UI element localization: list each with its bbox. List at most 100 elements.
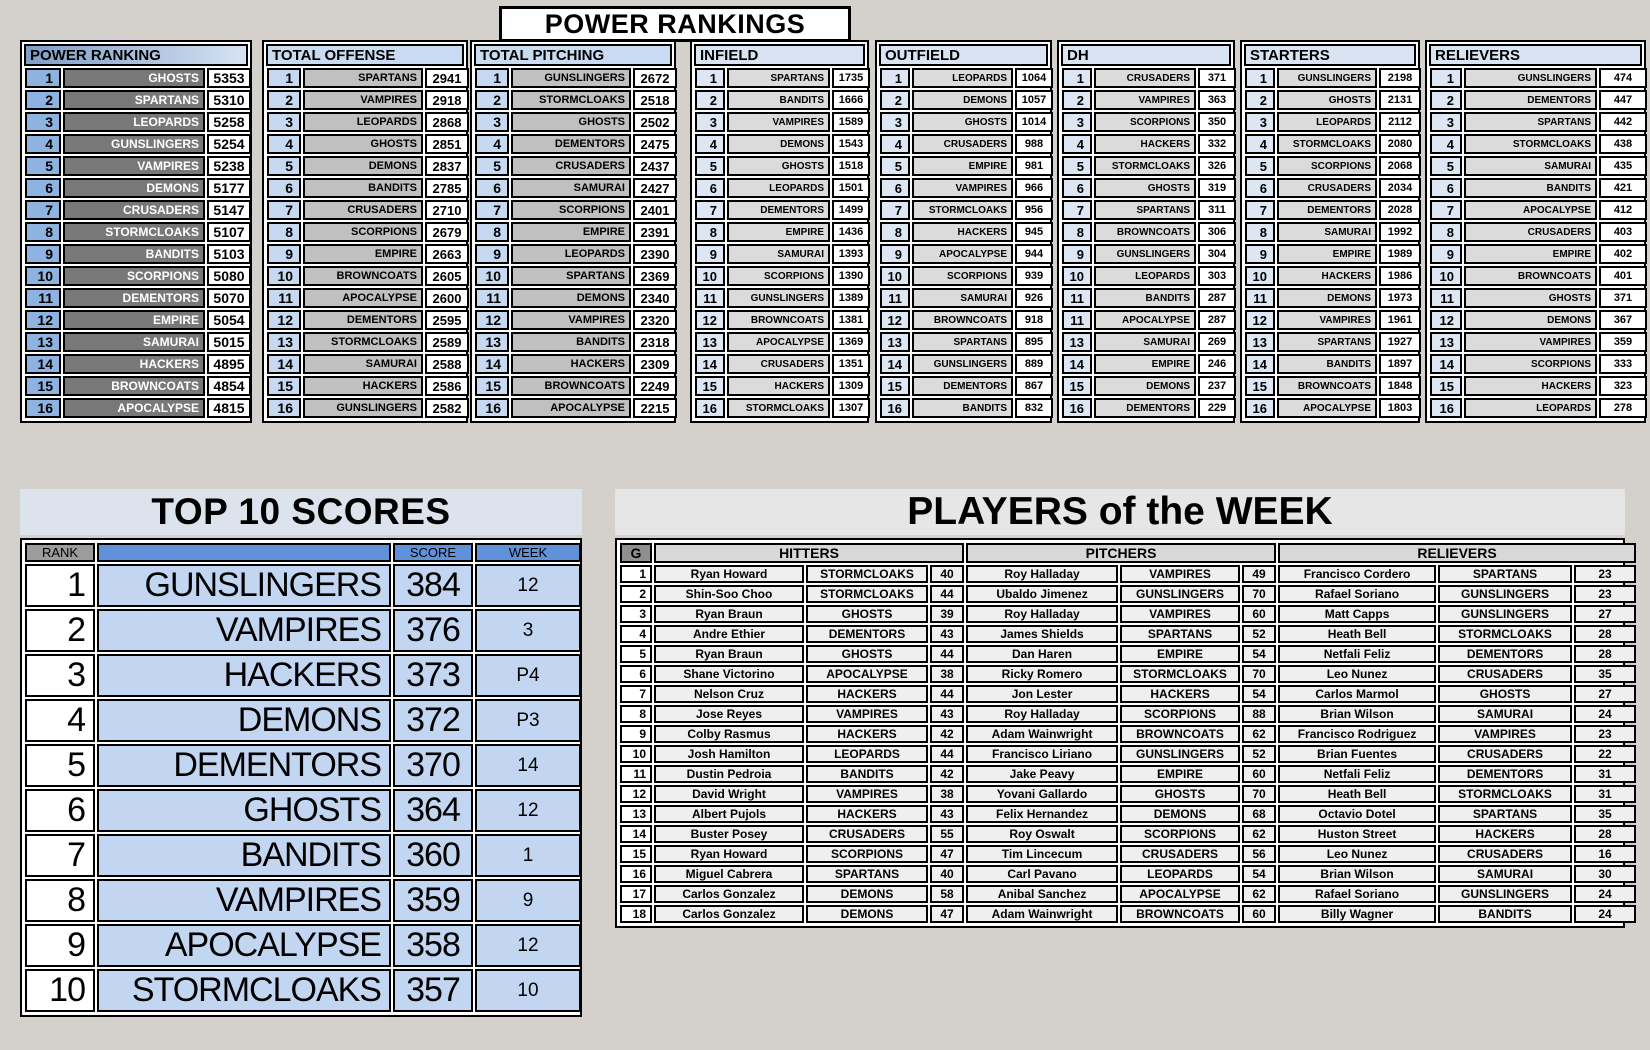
rank-cell[interactable]: 6 — [1062, 178, 1092, 198]
value-cell[interactable]: 287 — [1198, 310, 1236, 330]
rank-cell[interactable]: 9 — [620, 725, 652, 743]
rank-cell[interactable]: 6 — [695, 178, 725, 198]
team-cell[interactable]: HACKERS — [727, 376, 830, 396]
pitcher-team-cell[interactable]: BROWNCOATS — [1120, 905, 1241, 923]
team-cell[interactable]: STORMCLOAKS — [1464, 134, 1597, 154]
value-cell[interactable]: 2028 — [1379, 200, 1421, 220]
value-cell[interactable]: 981 — [1015, 156, 1053, 176]
rank-cell[interactable]: 7 — [1430, 200, 1462, 220]
team-cell[interactable]: EMPIRE — [303, 244, 423, 264]
rank-cell[interactable]: 3 — [267, 112, 301, 132]
team-cell[interactable]: SPARTANS — [727, 68, 830, 88]
value-cell[interactable]: 2249 — [633, 376, 677, 396]
rank-cell[interactable]: 4 — [1062, 134, 1092, 154]
team-cell[interactable]: GHOSTS — [1094, 178, 1196, 198]
team-cell[interactable]: STORMCLOAKS — [1277, 134, 1377, 154]
rank-cell[interactable]: 4 — [620, 625, 652, 643]
value-cell[interactable]: 367 — [1599, 310, 1647, 330]
team-cell[interactable]: GUNSLINGERS — [1094, 244, 1196, 264]
reliever-name-cell[interactable]: Octavio Dotel — [1278, 805, 1437, 823]
reliever-name-cell[interactable]: Brian Wilson — [1278, 865, 1437, 883]
team-cell[interactable]: CRUSADERS — [912, 134, 1013, 154]
pitchers-header[interactable]: PITCHERS — [966, 543, 1277, 563]
team-cell[interactable]: APOCALYPSE — [97, 924, 391, 967]
value-cell[interactable]: 371 — [1599, 288, 1647, 308]
reliever-team-cell[interactable]: SPARTANS — [1438, 565, 1573, 583]
score-cell[interactable]: 372 — [393, 699, 473, 742]
team-cell[interactable]: BROWNCOATS — [1277, 376, 1377, 396]
value-cell[interactable]: 5103 — [207, 244, 251, 264]
team-cell[interactable]: SPARTANS — [1277, 332, 1377, 352]
rank-cell[interactable]: 16 — [1245, 398, 1275, 418]
pitcher-score-cell[interactable]: 68 — [1242, 805, 1277, 823]
rank-cell[interactable]: 3 — [475, 112, 509, 132]
ranking-table-title[interactable]: TOTAL PITCHING — [474, 44, 672, 66]
rank-cell[interactable]: 4 — [25, 699, 95, 742]
rank-cell[interactable]: 15 — [695, 376, 725, 396]
rank-cell[interactable]: 14 — [267, 354, 301, 374]
value-cell[interactable]: 2582 — [425, 398, 469, 418]
team-cell[interactable]: CRUSADERS — [727, 354, 830, 374]
team-cell[interactable]: STORMCLOAKS — [97, 969, 391, 1012]
team-cell[interactable]: APOCALYPSE — [1464, 200, 1597, 220]
hitter-name-cell[interactable]: Jose Reyes — [654, 705, 804, 723]
value-cell[interactable]: 5353 — [207, 68, 251, 88]
value-cell[interactable]: 2390 — [633, 244, 677, 264]
value-cell[interactable]: 2518 — [633, 90, 677, 110]
value-cell[interactable]: 895 — [1015, 332, 1053, 352]
rank-cell[interactable]: 4 — [475, 134, 509, 154]
team-cell[interactable]: SCORPIONS — [912, 266, 1013, 286]
week-cell[interactable]: 1 — [475, 834, 581, 877]
pitcher-team-cell[interactable]: BROWNCOATS — [1120, 725, 1241, 743]
rank-cell[interactable]: 3 — [695, 112, 725, 132]
rank-cell[interactable]: 14 — [1245, 354, 1275, 374]
reliever-name-cell[interactable]: Brian Fuentes — [1278, 745, 1437, 763]
value-cell[interactable]: 966 — [1015, 178, 1053, 198]
team-cell[interactable]: LEOPARDS — [912, 68, 1013, 88]
value-cell[interactable]: 1518 — [832, 156, 870, 176]
value-cell[interactable]: 944 — [1015, 244, 1053, 264]
rank-cell[interactable]: 2 — [267, 90, 301, 110]
hitter-name-cell[interactable]: Colby Rasmus — [654, 725, 804, 743]
value-cell[interactable]: 2710 — [425, 200, 469, 220]
pitcher-score-cell[interactable]: 60 — [1242, 905, 1277, 923]
pitcher-team-cell[interactable]: LEOPARDS — [1120, 865, 1241, 883]
hitters-header[interactable]: HITTERS — [654, 543, 965, 563]
team-cell[interactable]: GHOSTS — [303, 134, 423, 154]
team-cell[interactable]: BANDITS — [511, 332, 631, 352]
rank-cell[interactable]: 1 — [267, 68, 301, 88]
team-cell[interactable]: DEMENTORS — [63, 288, 205, 308]
rank-cell[interactable]: 6 — [1430, 178, 1462, 198]
hitter-score-cell[interactable]: 38 — [930, 665, 965, 683]
rank-cell[interactable]: 9 — [1062, 244, 1092, 264]
reliever-score-cell[interactable]: 23 — [1574, 725, 1637, 743]
rank-cell[interactable]: 15 — [1245, 376, 1275, 396]
team-cell[interactable]: VAMPIRES — [511, 310, 631, 330]
team-cell[interactable]: GUNSLINGERS — [511, 68, 631, 88]
hitter-score-cell[interactable]: 44 — [930, 585, 965, 603]
week-cell[interactable]: 12 — [475, 924, 581, 967]
pitcher-score-cell[interactable]: 52 — [1242, 745, 1277, 763]
rank-cell[interactable]: 1 — [25, 564, 95, 607]
rank-cell[interactable]: 5 — [880, 156, 910, 176]
rank-cell[interactable]: 8 — [1245, 222, 1275, 242]
value-cell[interactable]: 278 — [1599, 398, 1647, 418]
hitter-team-cell[interactable]: VAMPIRES — [806, 705, 928, 723]
team-cell[interactable]: SAMURAI — [912, 288, 1013, 308]
hitter-score-cell[interactable]: 44 — [930, 685, 965, 703]
pitcher-name-cell[interactable]: Dan Haren — [966, 645, 1119, 663]
team-cell[interactable]: BROWNCOATS — [1094, 222, 1196, 242]
hitter-score-cell[interactable]: 43 — [930, 705, 965, 723]
team-cell[interactable]: BROWNCOATS — [727, 310, 830, 330]
value-cell[interactable]: 303 — [1198, 266, 1236, 286]
reliever-name-cell[interactable]: Netfali Feliz — [1278, 765, 1437, 783]
rank-cell[interactable]: 15 — [25, 376, 61, 396]
value-cell[interactable]: 2437 — [633, 156, 677, 176]
score-cell[interactable]: 358 — [393, 924, 473, 967]
team-cell[interactable]: BROWNCOATS — [1464, 266, 1597, 286]
reliever-score-cell[interactable]: 30 — [1574, 865, 1637, 883]
team-cell[interactable]: VAMPIRES — [1094, 90, 1196, 110]
reliever-team-cell[interactable]: DEMENTORS — [1438, 645, 1573, 663]
value-cell[interactable]: 1014 — [1015, 112, 1053, 132]
rank-cell[interactable]: 15 — [1430, 376, 1462, 396]
